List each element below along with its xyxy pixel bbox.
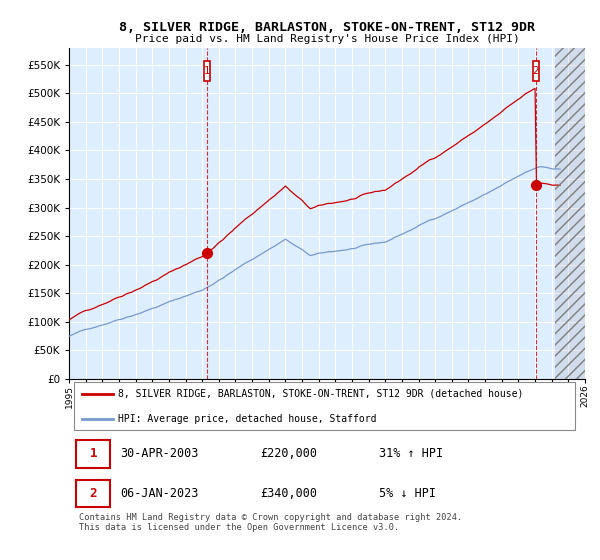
Text: 1: 1 — [203, 66, 211, 76]
Text: 2: 2 — [89, 487, 97, 500]
Text: 31% ↑ HPI: 31% ↑ HPI — [379, 447, 443, 460]
Text: Price paid vs. HM Land Registry's House Price Index (HPI): Price paid vs. HM Land Registry's House … — [134, 34, 520, 44]
Text: Contains HM Land Registry data © Crown copyright and database right 2024.
This d: Contains HM Land Registry data © Crown c… — [79, 513, 463, 532]
Text: 30-APR-2003: 30-APR-2003 — [121, 447, 199, 460]
Text: 2: 2 — [532, 66, 539, 76]
Text: 06-JAN-2023: 06-JAN-2023 — [121, 487, 199, 500]
FancyBboxPatch shape — [74, 382, 575, 431]
FancyBboxPatch shape — [533, 61, 539, 81]
Text: 8, SILVER RIDGE, BARLASTON, STOKE-ON-TRENT, ST12 9DR (detached house): 8, SILVER RIDGE, BARLASTON, STOKE-ON-TRE… — [118, 389, 523, 399]
FancyBboxPatch shape — [204, 61, 210, 81]
Text: £340,000: £340,000 — [260, 487, 317, 500]
Bar — [555, 36, 593, 379]
Text: £220,000: £220,000 — [260, 447, 317, 460]
Text: 8, SILVER RIDGE, BARLASTON, STOKE-ON-TRENT, ST12 9DR: 8, SILVER RIDGE, BARLASTON, STOKE-ON-TRE… — [119, 21, 535, 34]
FancyBboxPatch shape — [76, 480, 110, 507]
Text: 1: 1 — [89, 447, 97, 460]
Text: 5% ↓ HPI: 5% ↓ HPI — [379, 487, 436, 500]
Text: HPI: Average price, detached house, Stafford: HPI: Average price, detached house, Staf… — [118, 414, 377, 424]
FancyBboxPatch shape — [76, 440, 110, 468]
Bar — [555, 48, 593, 379]
